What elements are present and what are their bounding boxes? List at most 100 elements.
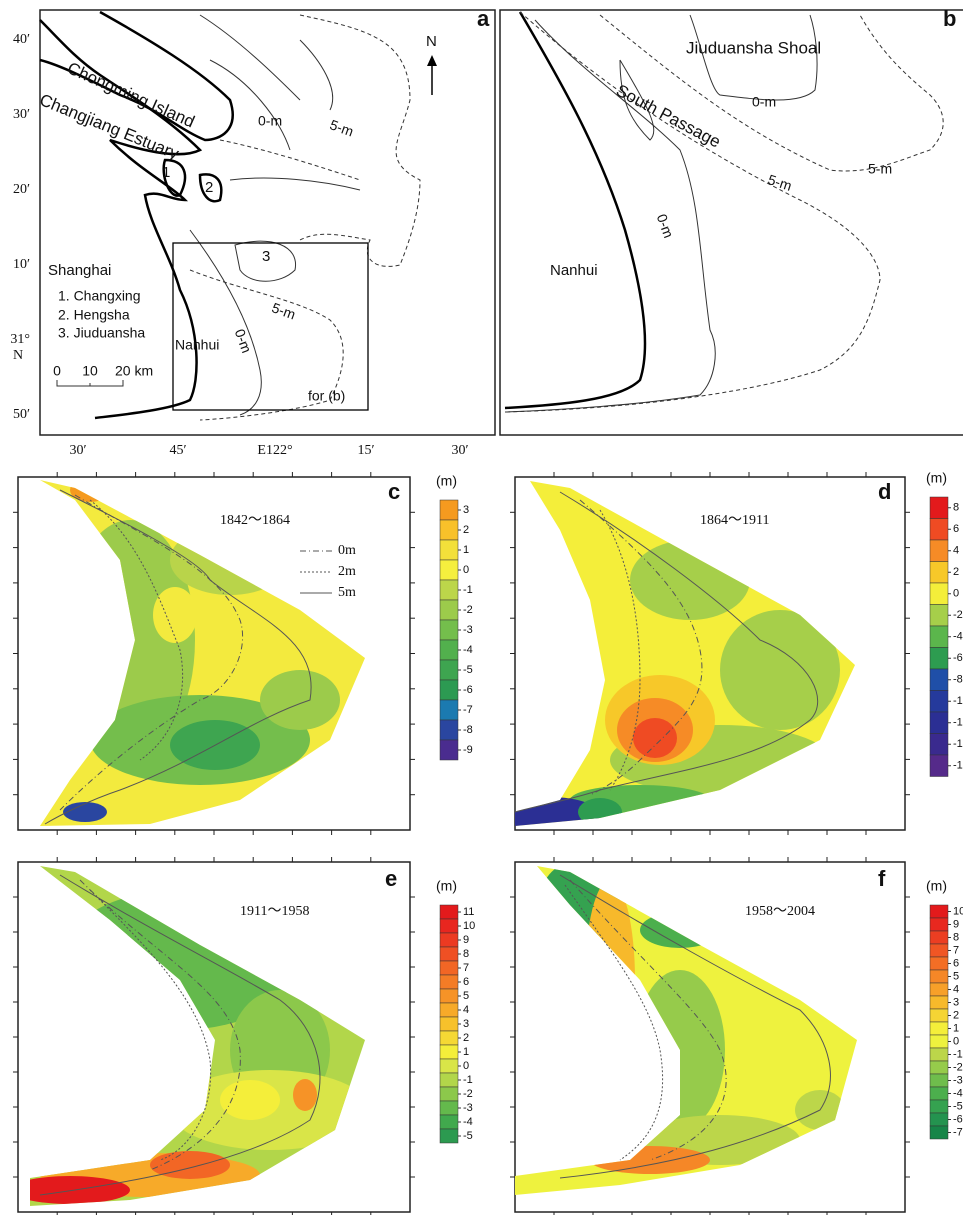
x-tick-label: 30′ [69, 443, 86, 458]
period-label: 1911～1958 [240, 904, 309, 919]
colorbar-cell [929, 943, 949, 958]
colorbar-label: -8 [463, 724, 473, 736]
scale-label: 10 [82, 363, 98, 379]
colorbar-cell [439, 1002, 459, 1018]
x-tick-label: 15′ [357, 443, 374, 458]
place-label: 2 [205, 179, 213, 196]
y-tick-label: 20′ [13, 182, 30, 197]
colorbar-cell [439, 639, 459, 661]
panel-label: f [878, 866, 886, 891]
colorbar-cell [439, 619, 459, 641]
colorbar-label: 2 [953, 1009, 959, 1021]
contour-0m [504, 19, 716, 413]
island [162, 158, 187, 197]
colorbar-label: 0 [953, 1035, 959, 1047]
box-label: for (b) [308, 388, 345, 404]
colorbar-cell [439, 932, 459, 948]
map-annotations: d 1864～1911 (m) 8 6 4 2 0 -2 -4 -6 -8 -10 -12 -14 -16 [510, 470, 963, 835]
zone [63, 802, 107, 822]
colorbar-cell [439, 1072, 459, 1088]
contour-0m [79, 879, 241, 1171]
contour-label: 5-m [270, 299, 298, 322]
contour-label: 5-m [328, 116, 356, 139]
contour-2m [564, 884, 664, 1161]
panel-label: e [385, 866, 397, 891]
colorbar-cell [929, 711, 949, 734]
colorbar-label: 8 [953, 931, 959, 943]
colorbar-label: 8 [953, 502, 959, 514]
colorbar-cell [929, 625, 949, 648]
zone [150, 1151, 230, 1179]
colorbar-label: -8 [953, 674, 963, 686]
colorbar-cell [439, 1058, 459, 1074]
place-label: Shanghai [48, 262, 111, 279]
colorbar-cell [929, 1112, 949, 1127]
contour-0m [59, 494, 244, 811]
colorbar-label: 6 [463, 976, 469, 988]
colorbar-cell [929, 668, 949, 691]
colorbar-label: 6 [953, 523, 959, 535]
contour-0m [569, 879, 727, 1161]
legend-label: 5m [338, 585, 356, 600]
colorbar-cell [929, 995, 949, 1010]
scale-label: 20 km [115, 363, 153, 379]
colorbar-cell [439, 946, 459, 962]
colorbar-label: 7 [463, 962, 469, 974]
y-tick-label: 40′ [13, 32, 30, 47]
colorbar-cell [929, 930, 949, 945]
y-tick-label: 10′ [13, 257, 30, 272]
colorbar-label: 2 [463, 524, 469, 536]
colorbar-label: 5 [953, 970, 959, 982]
colorbar-cell [439, 679, 459, 701]
key-item: 3. Jiuduansha [58, 325, 145, 341]
unit-label: (m) [926, 878, 947, 894]
colorbar-label: 9 [953, 918, 959, 930]
period-label: 1842～1864 [220, 513, 290, 528]
colorbar-label: -16 [953, 760, 963, 772]
colorbar-label: -6 [953, 652, 963, 664]
colorbar-cell [439, 1016, 459, 1032]
surface [40, 480, 365, 826]
unit-label: (m) [926, 470, 947, 486]
unit-label: (m) [436, 473, 457, 489]
y-axis-label: N [13, 348, 23, 363]
colorbar-label: 2 [463, 1032, 469, 1044]
colorbar-cell [929, 969, 949, 984]
colorbar-cell [439, 960, 459, 976]
colorbar-cell [439, 1100, 459, 1116]
zone [720, 610, 840, 730]
colorbar-label: 4 [953, 545, 959, 557]
zone [590, 1146, 710, 1174]
colorbar-cell [439, 974, 459, 990]
colorbar-label: -7 [463, 704, 473, 716]
period-label: 1958～2004 [745, 904, 815, 919]
colorbar-label: -4 [463, 644, 473, 656]
zone [585, 880, 635, 1080]
zone [220, 1080, 280, 1120]
contour-2m [599, 509, 641, 791]
zone [30, 1176, 130, 1204]
colorbar-label: 3 [463, 1018, 469, 1030]
colorbar-cell [439, 539, 459, 561]
colorbar-label: -3 [953, 1074, 963, 1086]
colorbar-cell [929, 1047, 949, 1062]
panel-label: d [878, 479, 891, 504]
colorbar-cell [929, 604, 949, 627]
colorbar-label: 0 [463, 1060, 469, 1072]
coastline [504, 11, 647, 410]
colorbar-label: -5 [953, 1100, 963, 1112]
contour-0m [619, 14, 818, 141]
colorbar-label: 0 [463, 564, 469, 576]
colorbar-cell [929, 982, 949, 997]
y-tick-label: 30′ [13, 107, 30, 122]
frame [39, 9, 496, 436]
colorbar-cell [439, 599, 459, 621]
colorbar-label: -12 [953, 717, 963, 729]
colorbar-cell [929, 733, 949, 756]
colorbar-cell [929, 690, 949, 713]
colorbar-label: -6 [953, 1113, 963, 1125]
contour-2m [89, 499, 184, 761]
colorbar-cell [439, 659, 459, 681]
